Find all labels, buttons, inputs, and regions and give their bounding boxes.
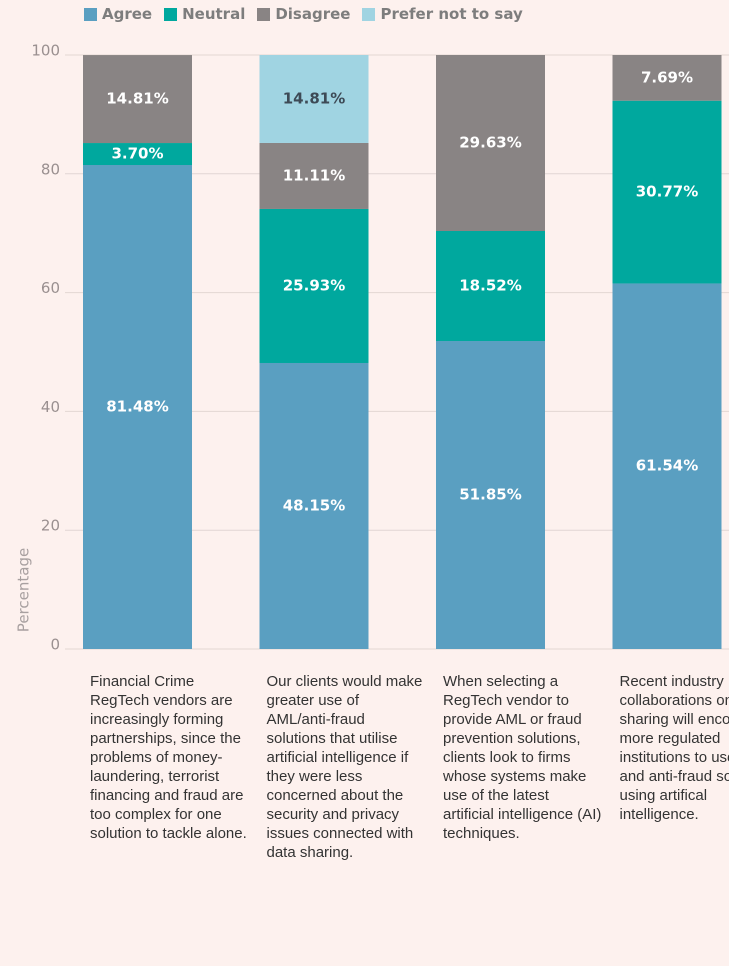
value-label: 48.15% [283,496,345,514]
y-tick-label: 40 [41,398,60,416]
x-category-label: Our clients would make greater use of AM… [266,673,423,861]
x-category-label: Financial Crime RegTech vendors are incr… [90,673,247,842]
legend-label: Neutral [182,5,246,23]
bar-segment [436,231,545,342]
legend-label: Agree [102,5,153,23]
legend-item: Neutral [164,5,245,23]
y-axis-label: Percentage [15,548,33,632]
value-label: 14.81% [283,89,345,107]
bar-segment [612,100,722,284]
legend-swatch [164,7,178,21]
legend-swatch [84,7,97,21]
value-label: 61.54% [636,457,698,475]
value-label: 14.81% [106,90,168,108]
value-label: 3.70% [111,145,163,163]
y-tick-label: 80 [41,160,60,178]
legend: Agree Neutral Disagree Prefer not to say [84,5,523,23]
legend-item: Prefer not to say [362,5,523,23]
value-label: 7.69% [641,68,693,86]
legend-item: Disagree [257,5,350,23]
bar-segment [83,165,192,650]
bar-segment [83,143,192,166]
value-label: 11.11% [283,166,345,184]
x-category-label: When selecting a RegTech vendor to provi… [443,673,602,842]
bar-segment [436,341,545,649]
y-tick-label: 20 [41,517,60,535]
y-tick-label: 0 [50,636,60,654]
bar-segment [83,55,192,144]
value-label: 51.85% [459,486,521,504]
legend-swatch [362,7,376,21]
bar-segment [612,55,722,101]
value-label: 18.52% [459,277,521,295]
value-label: 25.93% [283,276,345,294]
bar-segment [259,208,369,363]
y-tick-label: 60 [41,279,60,297]
bar-segment [436,55,545,232]
y-tick-label: 100 [31,42,60,60]
value-label: 30.77% [636,183,698,201]
legend-item: Agree [84,5,152,23]
bar-segment [612,283,722,649]
value-label: 81.48% [106,398,168,416]
bar-segment [259,55,369,143]
legend-label: Prefer not to say [380,5,523,23]
value-label: 29.63% [459,134,521,152]
bar-segment [259,362,369,649]
bar-segment [259,142,369,209]
legend-label: Disagree [275,5,351,23]
legend-swatch [257,7,271,21]
x-category-label: Recent industry collaborations on data s… [619,673,729,823]
